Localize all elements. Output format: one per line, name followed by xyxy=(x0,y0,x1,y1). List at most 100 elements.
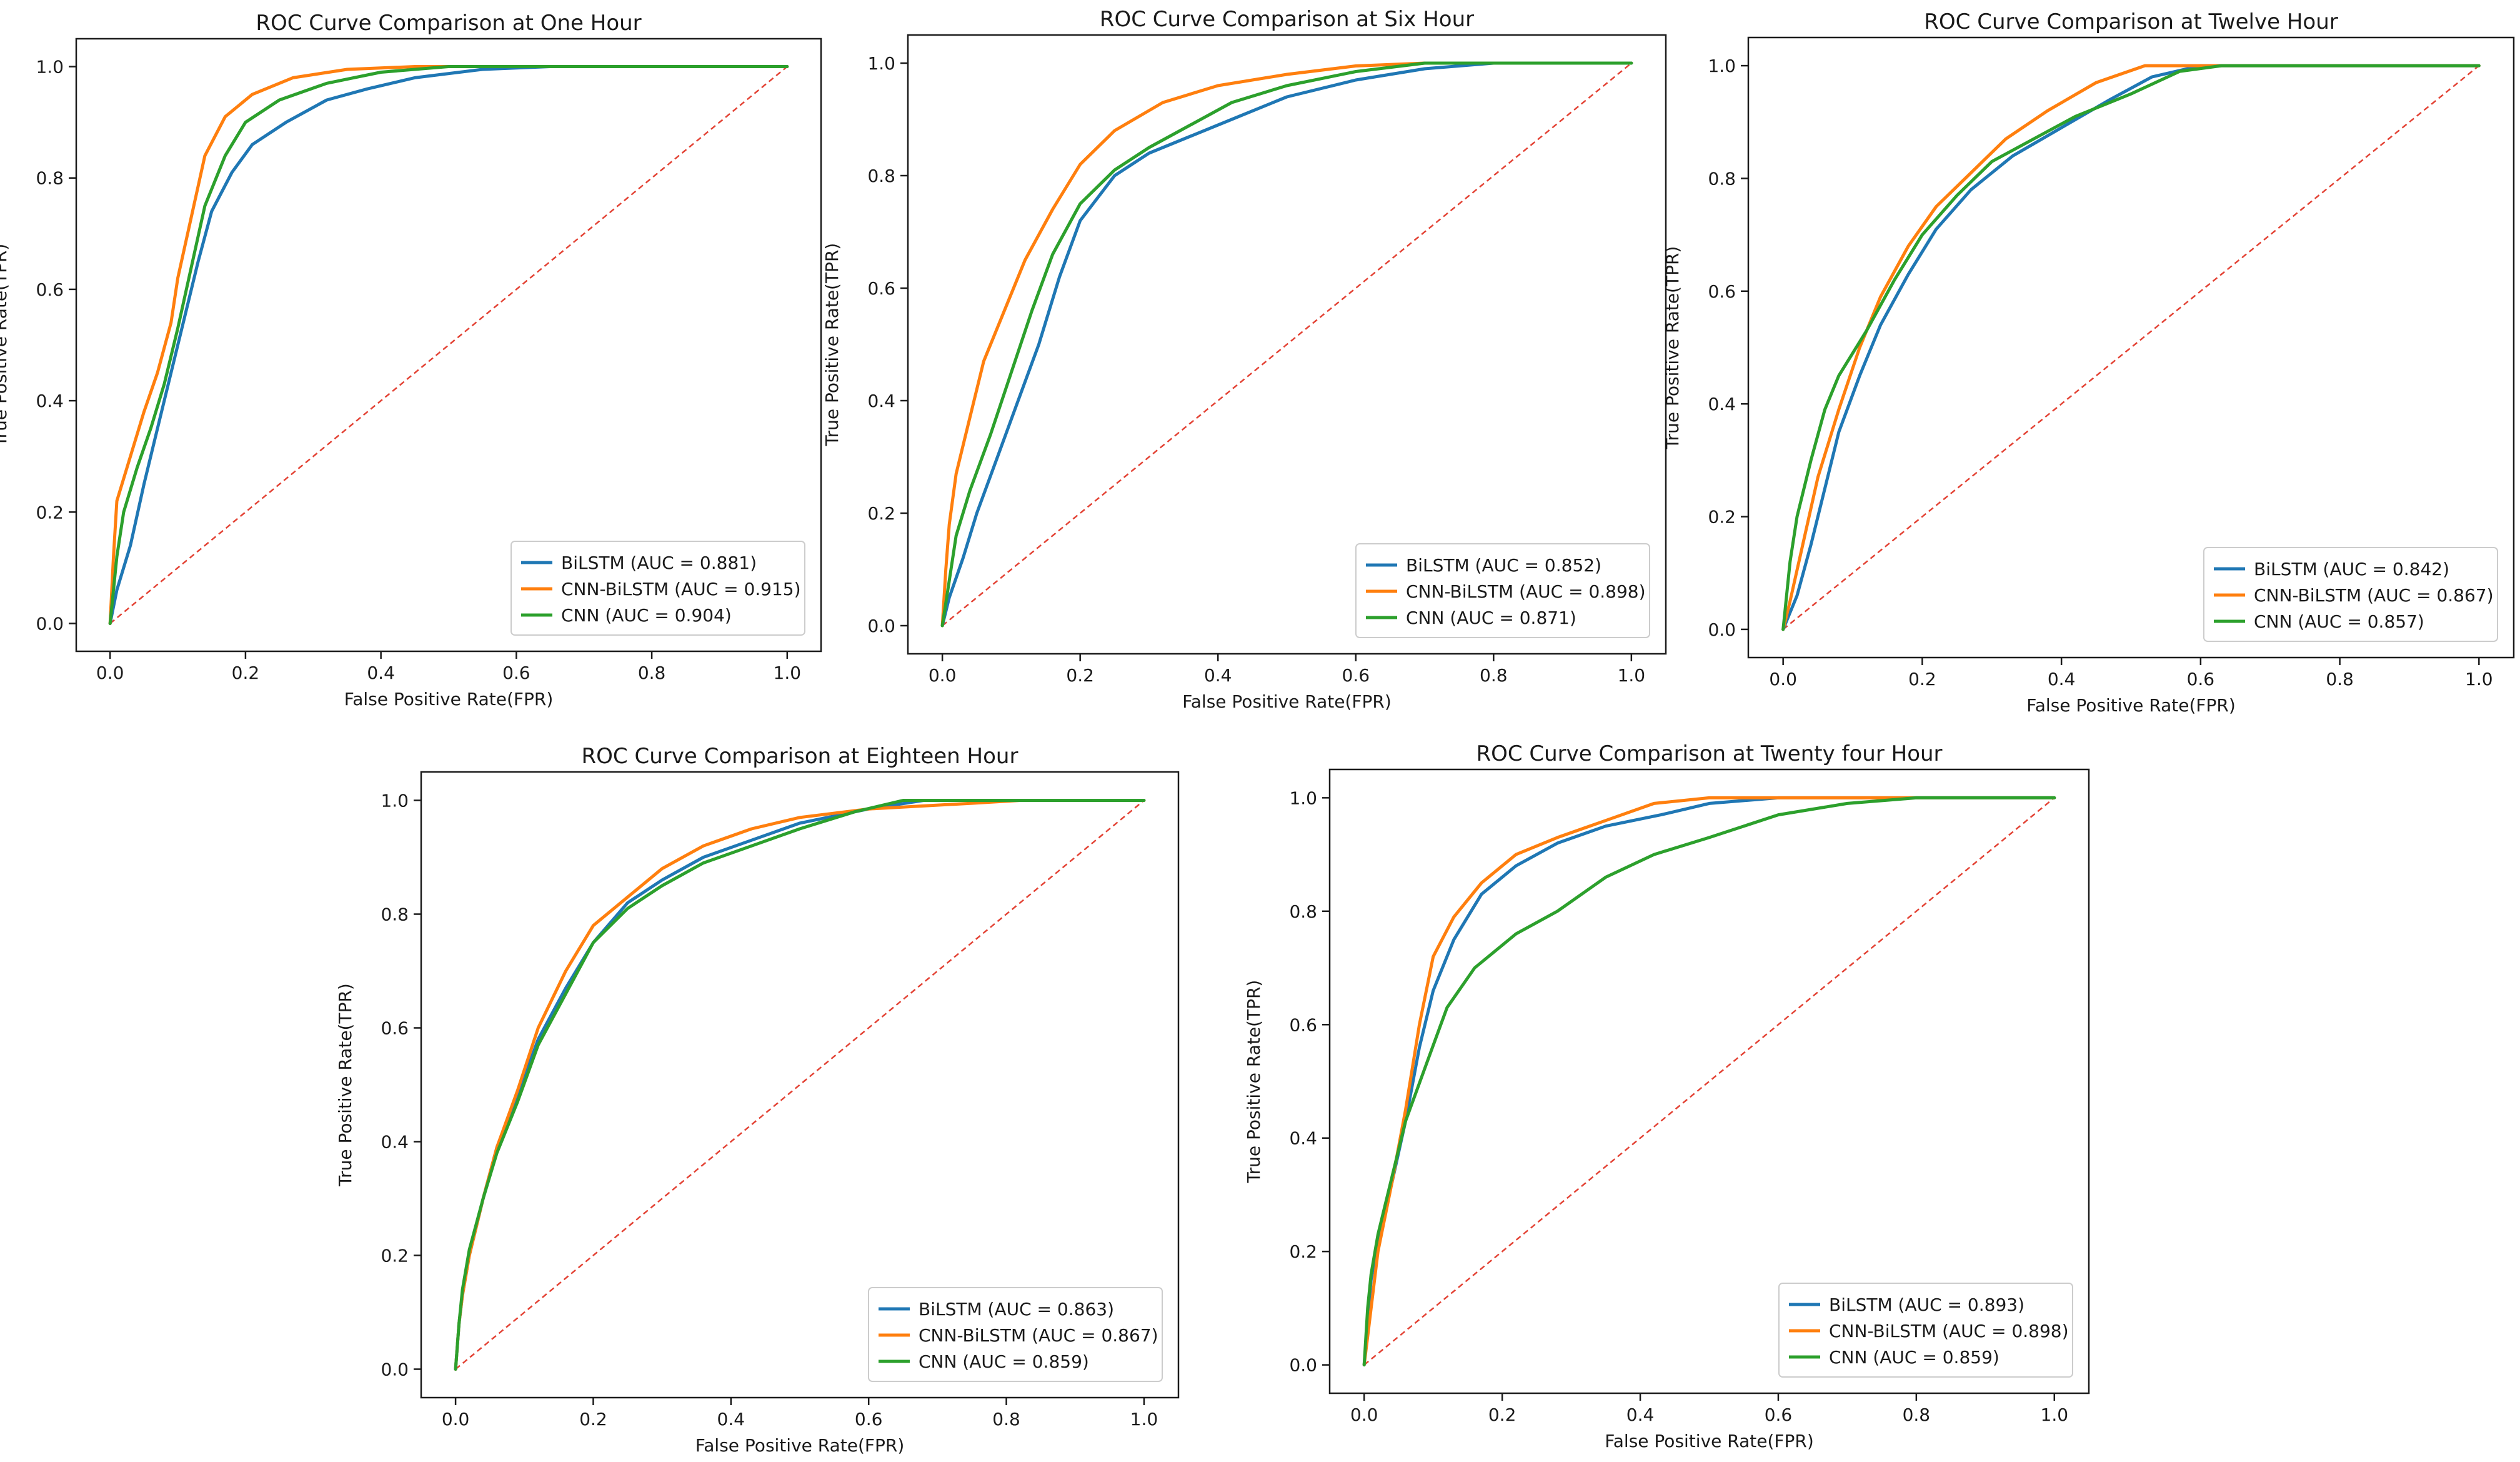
y-tick-label: 0.8 xyxy=(1289,901,1317,922)
y-tick-label: 0.8 xyxy=(381,904,409,925)
x-tick-label: 0.6 xyxy=(2187,669,2215,689)
x-tick-label: 1.0 xyxy=(1618,665,1646,686)
x-axis-label: False Positive Rate(FPR) xyxy=(1182,691,1392,712)
x-tick-label: 0.2 xyxy=(232,663,260,683)
roc-panel-4: ROC Curve Comparison at Eighteen Hour 0.0… xyxy=(335,744,1180,1456)
legend-entry: CNN (AUC = 0.859) xyxy=(1829,1347,2000,1368)
y-tick-label: 0.2 xyxy=(867,503,895,524)
y-tick-label: 0.2 xyxy=(1289,1241,1317,1262)
chance-diagonal xyxy=(1363,797,2055,1366)
legend-box xyxy=(510,541,805,636)
axes-frame xyxy=(1747,36,2515,659)
y-tick-label: 0.2 xyxy=(1708,507,1736,528)
x-tick-label: 0.8 xyxy=(2326,669,2354,689)
series-line-cnn-bilstm xyxy=(1362,796,2056,1367)
x-tick-label: 0.4 xyxy=(1626,1404,1655,1425)
roc-panel-1: ROC Curve Comparison at One Hour 0.0 0.2 0.… xyxy=(0,11,822,709)
y-tick-label: 0.6 xyxy=(36,279,64,300)
y-tick-label: 1.0 xyxy=(867,53,895,74)
chart-title: ROC Curve Comparison at One Hour xyxy=(256,11,641,36)
y-axis-label: True Positive Rate(TPR) xyxy=(335,983,356,1187)
legend-entry: CNN-BiLSTM (AUC = 0.898) xyxy=(1406,581,1646,602)
series-line-bilstm xyxy=(108,65,789,625)
y-tick-label: 0.4 xyxy=(1708,394,1736,414)
x-tick-label: 0.2 xyxy=(579,1409,607,1429)
x-tick-label: 0.0 xyxy=(1769,669,1797,689)
legend-entry: CNN-BiLSTM (AUC = 0.867) xyxy=(919,1325,1158,1346)
y-tick-label: 0.6 xyxy=(1708,281,1736,302)
legend-entry: CNN-BiLSTM (AUC = 0.867) xyxy=(2254,585,2494,606)
roc-panel-3: ROC Curve Comparison at Twelve Hour 0.0 0.… xyxy=(1662,9,2515,716)
chance-diagonal xyxy=(109,66,788,624)
axes-frame xyxy=(420,771,1180,1399)
x-tick-label: 0.0 xyxy=(442,1409,470,1429)
chart-title: ROC Curve Comparison at Twenty four Hour xyxy=(1476,741,1942,766)
y-tick-label: 0.0 xyxy=(867,616,895,636)
legend: BiLSTM (AUC = 0.893) CNN-BiLSTM (AUC = 0.… xyxy=(1778,1283,2073,1378)
x-tick-label: 0.0 xyxy=(96,663,124,683)
y-tick-label: 0.2 xyxy=(36,502,64,523)
x-tick-label: 0.2 xyxy=(1908,669,1936,689)
legend-entry: BiLSTM (AUC = 0.893) xyxy=(1829,1294,2024,1315)
x-tick-label: 0.4 xyxy=(717,1409,745,1429)
roc-panel-5: ROC Curve Comparison at Twenty four Hour… xyxy=(1243,741,2090,1451)
chart-title: ROC Curve Comparison at Six Hour xyxy=(1100,7,1474,32)
x-tick-label: 0.6 xyxy=(1765,1404,1793,1425)
x-axis-label: False Positive Rate(FPR) xyxy=(1605,1431,1814,1451)
y-tick-label: 0.0 xyxy=(1708,619,1736,640)
x-tick-label: 0.0 xyxy=(1350,1404,1378,1425)
legend-box xyxy=(1778,1283,2073,1378)
series-line-bilstm xyxy=(1781,64,2481,631)
legend: BiLSTM (AUC = 0.852) CNN-BiLSTM (AUC = 0.… xyxy=(1355,543,1650,638)
legend-entry: CNN-BiLSTM (AUC = 0.915) xyxy=(561,579,801,599)
roc-panel-2: ROC Curve Comparison at Six Hour 0.0 0.2 0.… xyxy=(822,7,1667,712)
legend-entry: CNN-BiLSTM (AUC = 0.898) xyxy=(1829,1321,2069,1341)
y-tick-label: 0.0 xyxy=(381,1359,409,1380)
legend-entry: CNN (AUC = 0.871) xyxy=(1406,608,1576,628)
y-axis-label: True Positive Rate(TPR) xyxy=(1662,246,1683,450)
x-tick-label: 1.0 xyxy=(2041,1404,2069,1425)
legend-entry: CNN (AUC = 0.859) xyxy=(919,1351,1089,1372)
y-tick-label: 0.8 xyxy=(867,166,895,186)
chart-title: ROC Curve Comparison at Twelve Hour xyxy=(1924,9,2338,34)
y-tick-label: 1.0 xyxy=(1708,56,1736,76)
y-tick-label: 1.0 xyxy=(1289,788,1317,808)
x-tick-label: 1.0 xyxy=(2465,669,2493,689)
y-tick-label: 0.4 xyxy=(36,391,64,411)
x-axis-label: False Positive Rate(FPR) xyxy=(695,1435,905,1456)
x-tick-label: 0.8 xyxy=(1903,1404,1931,1425)
y-tick-label: 0.0 xyxy=(36,613,64,634)
axes-frame xyxy=(1328,768,2090,1394)
legend-entry: CNN (AUC = 0.857) xyxy=(2254,611,2424,632)
y-tick-label: 0.4 xyxy=(381,1132,409,1153)
legend: BiLSTM (AUC = 0.863) CNN-BiLSTM (AUC = 0.… xyxy=(868,1287,1163,1382)
y-tick-label: 0.6 xyxy=(867,278,895,299)
x-tick-label: 0.8 xyxy=(992,1409,1020,1429)
x-tick-label: 0.4 xyxy=(1204,665,1232,686)
chance-diagonal xyxy=(942,63,1632,626)
legend-box xyxy=(1355,543,1650,638)
x-axis-label: False Positive Rate(FPR) xyxy=(2026,695,2236,716)
series-line-cnn-bilstm xyxy=(1781,64,2481,631)
y-tick-label: 0.4 xyxy=(1289,1128,1317,1149)
x-tick-label: 0.2 xyxy=(1488,1404,1516,1425)
x-tick-label: 0.4 xyxy=(367,663,395,683)
legend: BiLSTM (AUC = 0.881) CNN-BiLSTM (AUC = 0.… xyxy=(510,541,805,636)
legend-entry: BiLSTM (AUC = 0.852) xyxy=(1406,555,1601,576)
series-line-cnn xyxy=(940,61,1633,628)
series-line-cnn xyxy=(108,65,789,625)
x-tick-label: 0.6 xyxy=(1342,665,1370,686)
legend-entry: CNN (AUC = 0.904) xyxy=(561,605,732,626)
x-tick-label: 0.4 xyxy=(2048,669,2076,689)
legend-entry: BiLSTM (AUC = 0.881) xyxy=(561,553,757,573)
chart-title: ROC Curve Comparison at Eighteen Hour xyxy=(582,744,1018,769)
chance-diagonal xyxy=(455,799,1145,1370)
x-tick-label: 0.8 xyxy=(638,663,666,683)
legend-entry: BiLSTM (AUC = 0.842) xyxy=(2254,559,2449,579)
legend-box xyxy=(868,1287,1163,1382)
y-tick-label: 0.0 xyxy=(1289,1355,1317,1376)
x-tick-label: 0.6 xyxy=(855,1409,883,1429)
x-tick-label: 0.2 xyxy=(1066,665,1094,686)
legend: BiLSTM (AUC = 0.842) CNN-BiLSTM (AUC = 0.… xyxy=(2203,547,2498,642)
axes-frame xyxy=(907,34,1667,655)
